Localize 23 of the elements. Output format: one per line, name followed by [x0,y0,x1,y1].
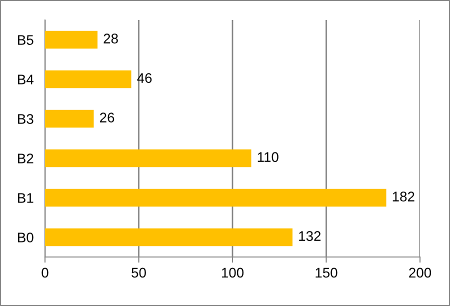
data-label: 46 [137,73,152,83]
x-tick-label: 150 [316,268,338,278]
data-label: 26 [100,112,114,122]
x-tick-label: 200 [409,268,432,278]
bar [45,188,386,207]
y-tick-label: B5 [18,35,34,45]
y-tick-label: B0 [18,232,34,242]
data-label: 132 [299,231,321,241]
x-tick-label: 100 [222,268,244,278]
x-tick-label: 50 [132,268,146,278]
bar [45,70,132,88]
y-tick-label: B3 [18,114,34,124]
y-tick-label: B1 [18,193,34,203]
x-tick-label: 0 [42,268,48,278]
y-tick-label: B4 [18,74,34,84]
data-label: 28 [104,34,118,44]
data-label: 182 [392,192,414,202]
bar [45,110,94,128]
bar [45,149,252,168]
data-label: 110 [258,152,278,162]
bar [45,30,98,49]
y-tick-label: B2 [18,154,34,164]
bar [45,228,292,246]
